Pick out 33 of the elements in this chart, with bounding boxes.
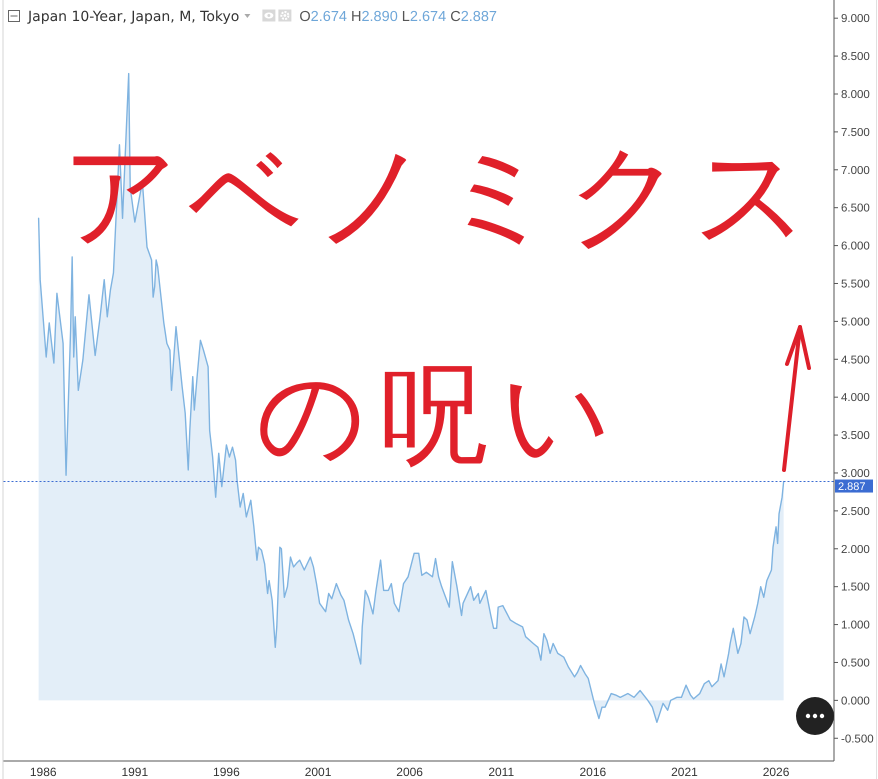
x-tick-label: 2021 xyxy=(671,765,698,779)
annotation: の呪い xyxy=(256,353,612,478)
y-tick-label: 1.000 xyxy=(841,620,870,632)
y-tick-label: 1.500 xyxy=(841,582,870,594)
x-tick-label: 2006 xyxy=(396,765,424,779)
y-tick-label: 2.000 xyxy=(841,544,870,556)
y-tick-label: 6.500 xyxy=(841,202,870,215)
x-tick-label: 1991 xyxy=(121,765,148,779)
y-tick-label: 7.000 xyxy=(841,164,870,177)
x-tick-label: 2011 xyxy=(488,765,514,779)
text: O2.674 H2.890 L2.674 C2.887 xyxy=(299,9,497,25)
x-tick-label: 2016 xyxy=(579,765,606,779)
y-tick-label: 0.500 xyxy=(841,657,870,670)
y-tick-label: 0.000 xyxy=(841,695,870,708)
y-tick-label: 6.000 xyxy=(841,240,870,253)
y-tick-label: 3.500 xyxy=(841,430,870,442)
y-tick-label: 4.500 xyxy=(841,354,870,366)
y-tick-label: 5.500 xyxy=(841,278,870,291)
y-tick-label: 3.000 xyxy=(841,468,870,480)
x-tick-label: 1996 xyxy=(213,765,240,779)
x-tick-label: 1986 xyxy=(30,765,57,779)
x-tick-label: 2001 xyxy=(304,765,332,779)
y-tick-label: 4.000 xyxy=(841,392,870,404)
y-tick-label: -0.500 xyxy=(841,733,874,746)
y-tick-label: 2.500 xyxy=(841,506,870,518)
y-tick-label: 8.500 xyxy=(841,51,870,64)
y-tick-label: 7.500 xyxy=(841,126,870,139)
y-tick-label: 8.000 xyxy=(841,89,870,102)
y-tick-label: 5.000 xyxy=(841,316,870,328)
text: Japan 10-Year, Japan, M, Tokyo xyxy=(27,9,240,25)
ref-line-label: 2.887 xyxy=(838,480,866,493)
y-tick-label: 9.000 xyxy=(841,13,870,26)
x-tick-label: 2026 xyxy=(762,765,790,779)
